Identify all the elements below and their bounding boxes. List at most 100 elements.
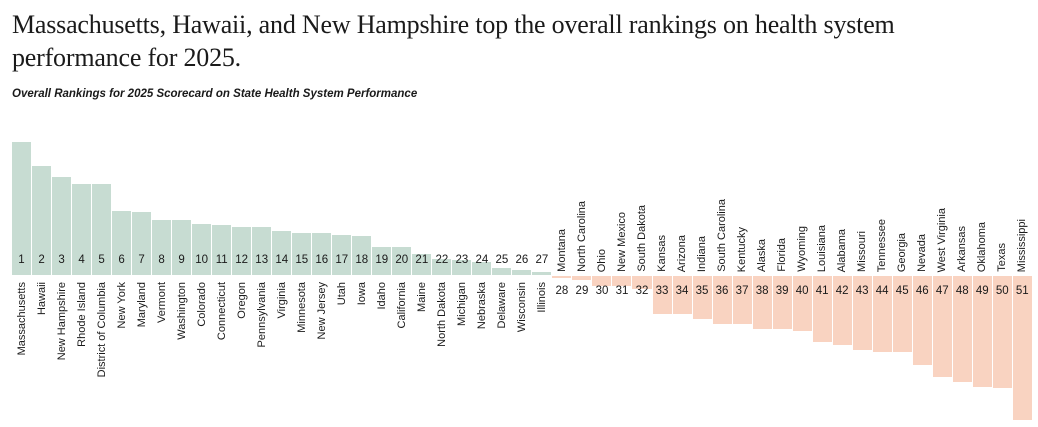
state-label-connecticut: Connecticut (215, 282, 228, 341)
rank-bar-nevada (912, 276, 932, 365)
rank-number-north-carolina: 29 (575, 285, 589, 297)
rank-bar-district-of-columbia (92, 184, 112, 275)
rank-number-ohio: 30 (595, 285, 609, 297)
state-label-virginia: Virginia (275, 282, 288, 319)
rank-bar-new-mexico (612, 276, 632, 286)
bar-column-colorado: 10 Colorado (192, 0, 212, 427)
rank-number-arizona: 34 (675, 285, 689, 297)
bar-column-oregon: 12 Oregon (232, 0, 252, 427)
rank-number-texas: 50 (995, 285, 1009, 297)
bar-column-massachusetts: 1 Massachusetts (12, 0, 32, 427)
bar-column-washington: 9 Washington (172, 0, 192, 427)
state-label-district-of-columbia: District of Columbia (95, 282, 108, 378)
bar-column-virginia: 14 Virginia (272, 0, 292, 427)
rank-number-virginia: 14 (275, 254, 289, 266)
state-label-tennessee: Tennessee (876, 218, 889, 272)
bar-column-louisiana: 41 Louisiana (812, 0, 832, 427)
state-label-alaska: Alaska (756, 238, 769, 272)
rank-bar-arkansas (952, 276, 972, 382)
rank-number-oregon: 12 (235, 254, 249, 266)
rank-number-maryland: 7 (138, 254, 145, 266)
state-label-wisconsin: Wisconsin (515, 282, 528, 333)
rank-bar-minnesota (292, 233, 312, 275)
state-label-pennsylvania: Pennsylvania (255, 282, 268, 348)
rank-bar-mississippi (1012, 276, 1032, 420)
rank-number-oklahoma: 49 (975, 285, 989, 297)
state-label-michigan: Michigan (455, 282, 468, 327)
state-label-hawaii: Hawaii (35, 282, 48, 316)
rank-bar-virginia (272, 231, 292, 275)
bar-column-florida: 39 Florida (772, 0, 792, 427)
bar-column-north-dakota: 22 North Dakota (432, 0, 452, 427)
rank-bar-oklahoma (972, 276, 992, 387)
rank-bar-south-dakota (632, 276, 652, 289)
rank-number-vermont: 8 (158, 254, 165, 266)
state-label-wyoming: Wyoming (796, 226, 809, 272)
state-label-kentucky: Kentucky (736, 226, 749, 272)
bar-column-new-jersey: 16 New Jersey (312, 0, 332, 427)
rank-bar-alabama (832, 276, 852, 345)
bar-column-new-mexico: 31 New Mexico (612, 0, 632, 427)
bar-column-vermont: 8 Vermont (152, 0, 172, 427)
rank-number-michigan: 23 (455, 254, 469, 266)
rank-bar-nebraska (472, 262, 492, 275)
bar-column-wyoming: 40 Wyoming (792, 0, 812, 427)
state-label-nevada: Nevada (916, 234, 929, 272)
rank-bar-connecticut (212, 225, 232, 275)
rank-number-new-mexico: 31 (615, 285, 629, 297)
rank-number-hawaii: 2 (38, 254, 45, 266)
rank-number-nevada: 46 (915, 285, 929, 297)
state-label-new-mexico: New Mexico (615, 212, 628, 272)
rank-bar-arizona (672, 276, 692, 314)
state-label-maryland: Maryland (135, 282, 148, 328)
rank-bar-washington (172, 220, 192, 275)
bar-column-maine: 21 Maine (412, 0, 432, 427)
rank-number-west-virginia: 47 (935, 285, 949, 297)
bar-column-alaska: 38 Alaska (752, 0, 772, 427)
bar-column-west-virginia: 47 West Virginia (932, 0, 952, 427)
rank-bar-rhode-island (72, 184, 92, 275)
bar-column-indiana: 35 Indiana (692, 0, 712, 427)
rank-number-connecticut: 11 (215, 254, 228, 266)
rank-number-south-dakota: 32 (635, 285, 649, 297)
rank-number-georgia: 45 (895, 285, 909, 297)
bar-column-kentucky: 37 Kentucky (732, 0, 752, 427)
state-label-arizona: Arizona (676, 234, 689, 272)
bar-column-mississippi: 51 Mississippi (1012, 0, 1032, 427)
rank-bar-hawaii (32, 166, 52, 275)
rank-number-alaska: 38 (755, 285, 769, 297)
state-label-maine: Maine (415, 282, 428, 312)
rank-bar-iowa (352, 236, 372, 275)
state-label-rhode-island: Rhode Island (75, 282, 88, 347)
rank-bar-ohio (592, 276, 612, 286)
bar-column-oklahoma: 49 Oklahoma (972, 0, 992, 427)
rank-number-minnesota: 15 (295, 254, 309, 266)
rank-number-new-jersey: 16 (315, 254, 329, 266)
state-label-north-carolina: North Carolina (575, 201, 588, 272)
rank-number-massachusetts: 1 (18, 254, 25, 266)
state-label-kansas: Kansas (656, 235, 668, 272)
chart-subtitle: Overall Rankings for 2025 Scorecard on S… (12, 88, 418, 100)
rank-number-washington: 9 (178, 254, 185, 266)
rank-bar-illinois (532, 272, 552, 275)
rank-number-nebraska: 24 (475, 254, 489, 266)
state-label-missouri: Missouri (856, 231, 869, 272)
rank-number-south-carolina: 36 (715, 285, 729, 297)
state-label-utah: Utah (335, 282, 348, 306)
rank-bar-north-carolina (572, 276, 592, 280)
state-label-minnesota: Minnesota (295, 282, 308, 333)
rank-number-rhode-island: 4 (78, 254, 85, 266)
rank-number-mississippi: 51 (1015, 285, 1029, 297)
rank-number-florida: 39 (775, 285, 789, 297)
bar-column-iowa: 18 Iowa (352, 0, 372, 427)
bar-column-rhode-island: 4 Rhode Island (72, 0, 92, 427)
bar-column-delaware: 25 Delaware (492, 0, 512, 427)
bar-column-hawaii: 2 Hawaii (32, 0, 52, 427)
rank-bar-wisconsin (512, 270, 532, 275)
rank-bar-vermont (152, 220, 172, 275)
rank-number-indiana: 35 (695, 285, 709, 297)
rank-bar-wyoming (792, 276, 812, 331)
rank-bar-california (392, 247, 412, 275)
state-label-oklahoma: Oklahoma (976, 221, 989, 272)
